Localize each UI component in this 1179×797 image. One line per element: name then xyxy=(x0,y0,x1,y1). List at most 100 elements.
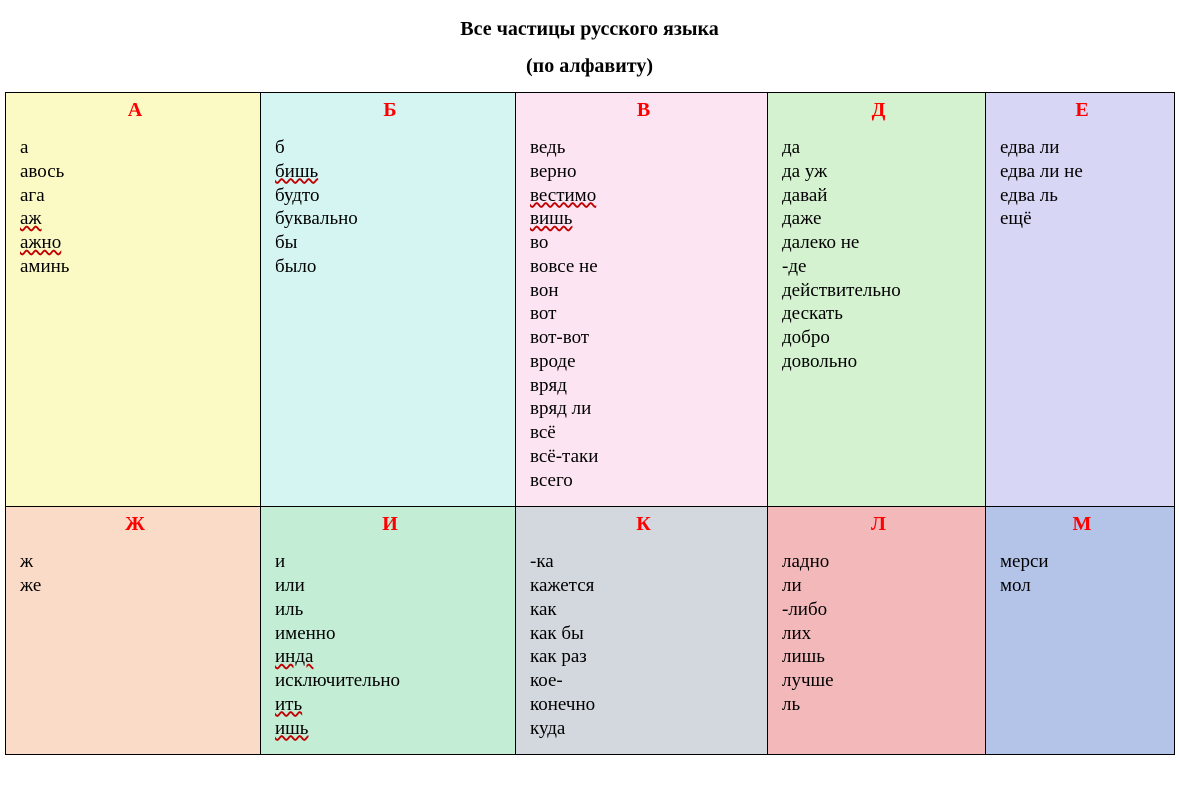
list-item: буквально xyxy=(275,207,505,231)
list-item: -ка xyxy=(530,550,757,574)
list-item: и xyxy=(275,550,505,574)
list-item: же xyxy=(20,574,250,598)
list-item: б xyxy=(275,136,505,160)
list-item: вишь xyxy=(530,207,757,231)
list-item: будто xyxy=(275,184,505,208)
cell-Д: Ддада уждавайдажедалеко не-дедействитель… xyxy=(768,93,986,507)
table-row: ЖжжеИиилиильименноиндаисключительноитьиш… xyxy=(6,507,1175,755)
list-item: всего xyxy=(530,469,757,493)
list-item: всё xyxy=(530,421,757,445)
list-item: лих xyxy=(782,622,975,646)
list-item: кое- xyxy=(530,669,757,693)
cell-А: Ааавосьагаажажноаминь xyxy=(6,93,261,507)
list-item: иль xyxy=(275,598,505,622)
letter-header: В xyxy=(530,99,757,122)
list-item: именно xyxy=(275,622,505,646)
table-row: АаавосьагаажажноаминьБббишьбудтобуквальн… xyxy=(6,93,1175,507)
list-item: конечно xyxy=(530,693,757,717)
list-item: вроде xyxy=(530,350,757,374)
list-item: во xyxy=(530,231,757,255)
list-item: вестимо xyxy=(530,184,757,208)
letter-header: И xyxy=(275,513,505,536)
letter-header: Е xyxy=(1000,99,1164,122)
letter-header: Д xyxy=(782,99,975,122)
cell-Е: Еедва лиедва ли неедва льещё xyxy=(986,93,1175,507)
list-item: куда xyxy=(530,717,757,741)
list-item: довольно xyxy=(782,350,975,374)
list-item: вряд xyxy=(530,374,757,398)
list-item: было xyxy=(275,255,505,279)
particle-table: АаавосьагаажажноаминьБббишьбудтобуквальн… xyxy=(5,92,1175,755)
list-item: давай xyxy=(782,184,975,208)
cell-К: К -какажетсякаккак быкак разкое-конечноку… xyxy=(516,507,768,755)
list-item: верно xyxy=(530,160,757,184)
list-item: инда xyxy=(275,645,505,669)
items-list: едва лиедва ли неедва льещё xyxy=(1000,136,1164,231)
cell-М: Ммерсимол xyxy=(986,507,1175,755)
list-item: дескать xyxy=(782,302,975,326)
cell-Ж: Жжже xyxy=(6,507,261,755)
list-item: вовсе не xyxy=(530,255,757,279)
list-item: далеко не xyxy=(782,231,975,255)
list-item: ж xyxy=(20,550,250,574)
letter-header: М xyxy=(1000,513,1164,536)
items-list: ббишьбудтобуквальнобыбыло xyxy=(275,136,505,279)
items-list: дада уждавайдажедалеко не-дедействительн… xyxy=(782,136,975,374)
items-list: мерсимол xyxy=(1000,550,1164,598)
list-item: ль xyxy=(782,693,975,717)
list-item: добро xyxy=(782,326,975,350)
items-list: ведьверновестимовишьвововсе невонвотвот-… xyxy=(530,136,757,492)
items-list: ладноли-либолихлишьлучшель xyxy=(782,550,975,716)
list-item: лучше xyxy=(782,669,975,693)
list-item: ли xyxy=(782,574,975,598)
list-item: авось xyxy=(20,160,250,184)
list-item: ить xyxy=(275,693,505,717)
list-item: ага xyxy=(20,184,250,208)
list-item: всё-таки xyxy=(530,445,757,469)
list-item: вот-вот xyxy=(530,326,757,350)
list-item: едва ли xyxy=(1000,136,1164,160)
list-item: вот xyxy=(530,302,757,326)
letter-header: А xyxy=(20,99,250,122)
list-item: как бы xyxy=(530,622,757,646)
list-item: бишь xyxy=(275,160,505,184)
list-item: да xyxy=(782,136,975,160)
list-item: как xyxy=(530,598,757,622)
list-item: мерси xyxy=(1000,550,1164,574)
list-item: ажно xyxy=(20,231,250,255)
list-item: аминь xyxy=(20,255,250,279)
list-item: да уж xyxy=(782,160,975,184)
cell-Л: Лладноли-либолихлишьлучшель xyxy=(768,507,986,755)
list-item: -де xyxy=(782,255,975,279)
letter-header: Ж xyxy=(20,513,250,536)
letter-header: Б xyxy=(275,99,505,122)
list-item: исключительно xyxy=(275,669,505,693)
list-item: вряд ли xyxy=(530,397,757,421)
letter-header: Л xyxy=(782,513,975,536)
items-list: жже xyxy=(20,550,250,598)
list-item: лишь xyxy=(782,645,975,669)
list-item: -либо xyxy=(782,598,975,622)
list-item: едва ли не xyxy=(1000,160,1164,184)
list-item: действительно xyxy=(782,279,975,303)
list-item: или xyxy=(275,574,505,598)
list-item: кажется xyxy=(530,574,757,598)
list-item: даже xyxy=(782,207,975,231)
cell-И: Ииилиильименноиндаисключительноитьишь xyxy=(261,507,516,755)
list-item: как раз xyxy=(530,645,757,669)
list-item: едва ль xyxy=(1000,184,1164,208)
list-item: ишь xyxy=(275,717,505,741)
items-list: аавосьагаажажноаминь xyxy=(20,136,250,279)
page-title: Все частицы русского языка xyxy=(0,18,1179,41)
list-item: мол xyxy=(1000,574,1164,598)
list-item: аж xyxy=(20,207,250,231)
letter-header: К xyxy=(530,513,757,536)
items-list: иилиильименноиндаисключительноитьишь xyxy=(275,550,505,740)
cell-В: Введьверновестимовишьвововсе невонвотвот… xyxy=(516,93,768,507)
list-item: а xyxy=(20,136,250,160)
items-list: -какажетсякаккак быкак разкое-конечнокуд… xyxy=(530,550,757,740)
cell-Б: Бббишьбудтобуквальнобыбыло xyxy=(261,93,516,507)
list-item: ладно xyxy=(782,550,975,574)
list-item: ведь xyxy=(530,136,757,160)
list-item: бы xyxy=(275,231,505,255)
